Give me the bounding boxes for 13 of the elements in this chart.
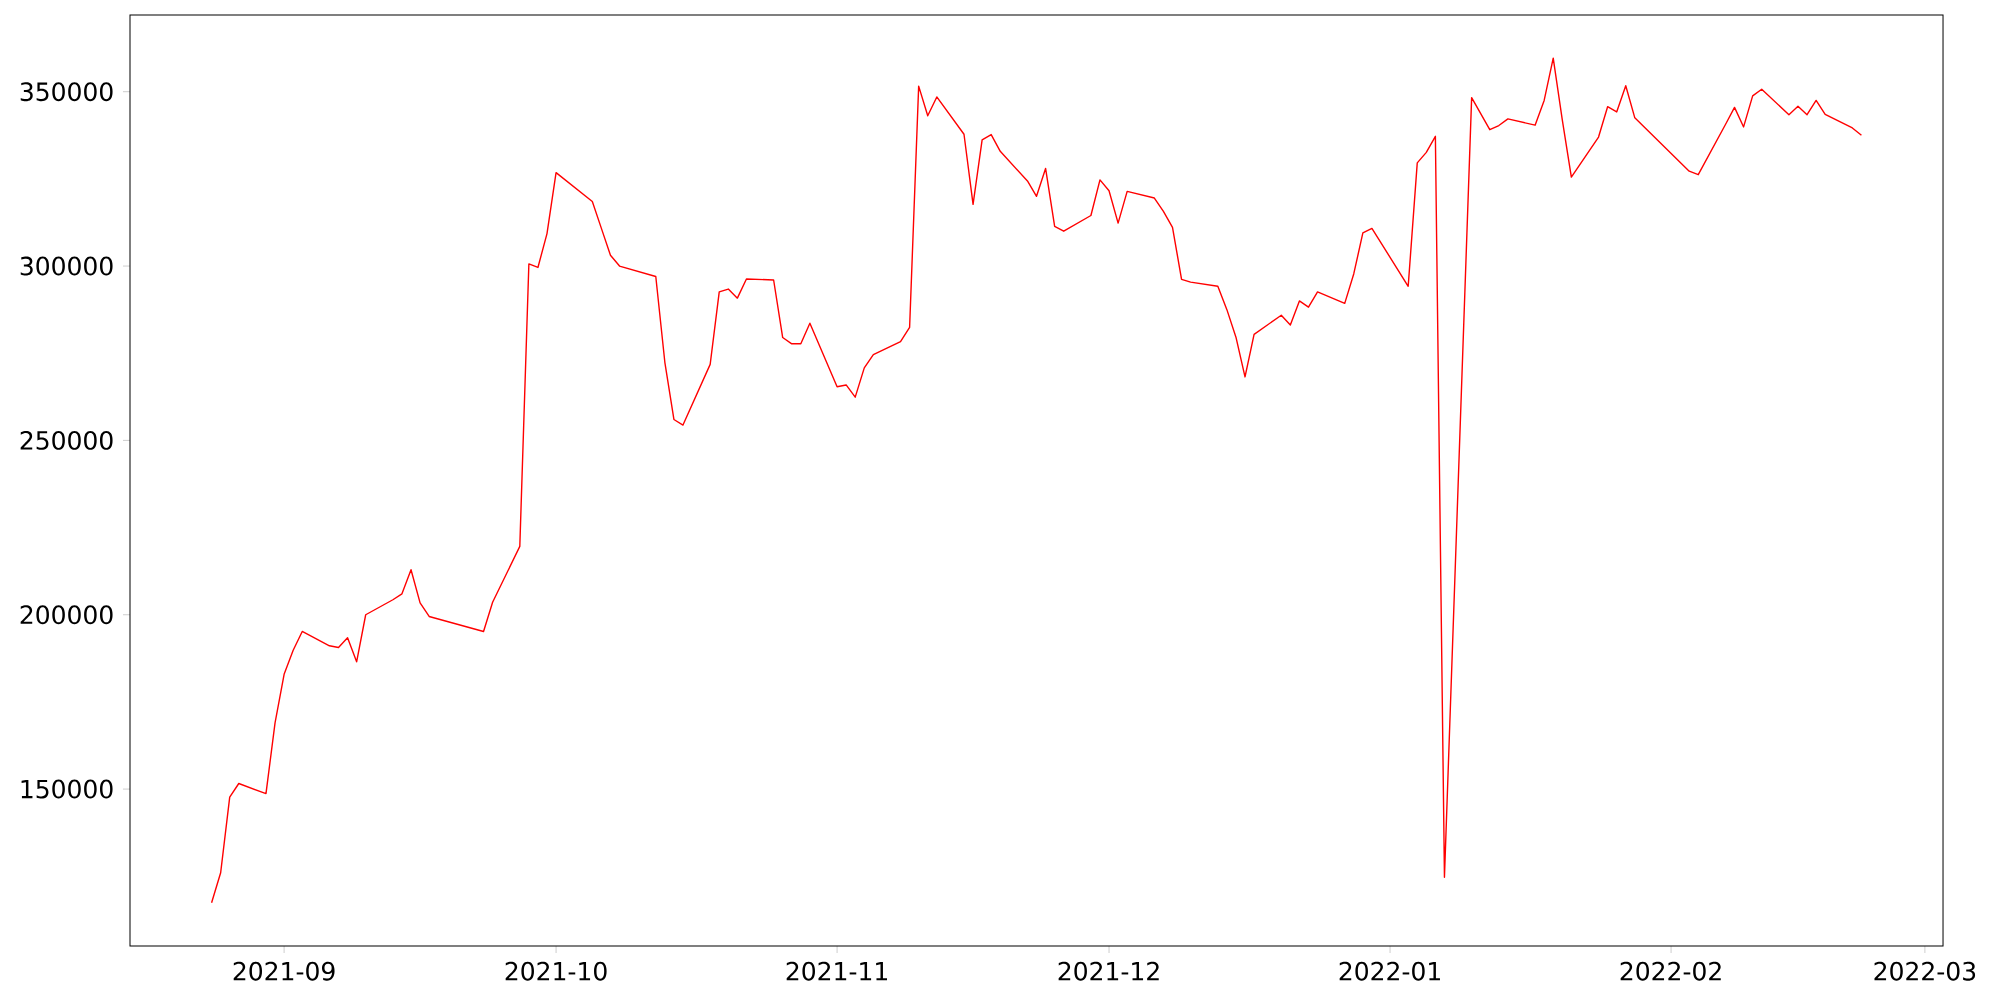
- x-tick-label: 2022-03: [1874, 961, 1976, 981]
- y-tick-label: 250000: [20, 430, 113, 450]
- y-tick-label: 350000: [20, 82, 113, 102]
- y-tick-label: 300000: [20, 256, 113, 276]
- x-tick-label: 2021-11: [786, 961, 887, 981]
- y-tick-label: 150000: [21, 779, 113, 799]
- x-tick-label: 2021-10: [505, 961, 607, 981]
- line-series: [210, 57, 1863, 904]
- y-tick-label: 200000: [20, 605, 113, 625]
- x-tick-label: 2021-09: [233, 961, 335, 981]
- x-tick-label: 2021-12: [1058, 961, 1159, 981]
- x-tick-label: 2022-01: [1339, 961, 1440, 981]
- x-tick-label: 2022-02: [1620, 961, 1721, 981]
